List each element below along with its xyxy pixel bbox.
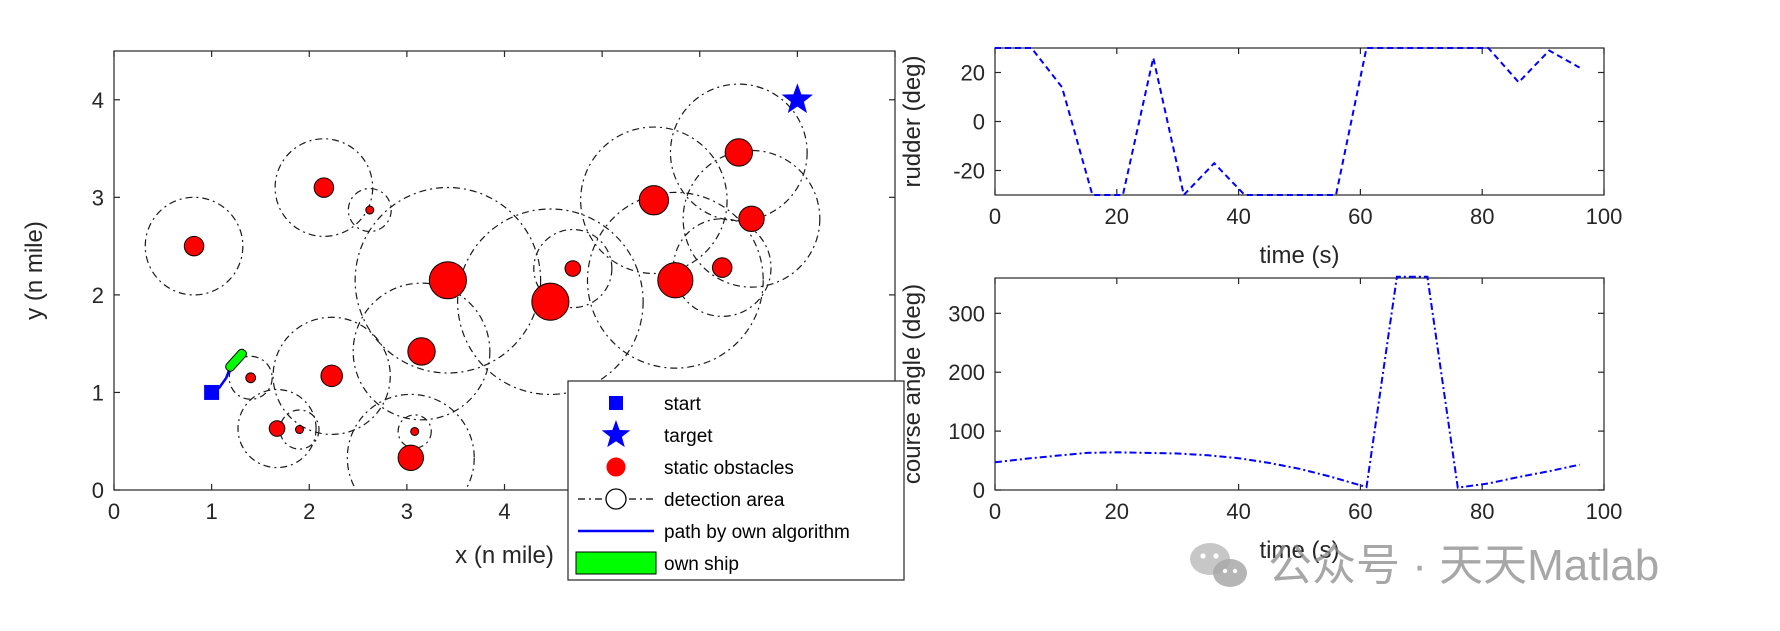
detection-area-circle [274,138,374,237]
detection-area-circle [347,187,392,233]
map-x-tick-label: 1 [206,499,218,524]
rudder-x-tick-label: 60 [1348,204,1372,229]
rudder-y-tick-label: 20 [961,61,985,86]
course-x-tick-label: 0 [989,499,1001,524]
watermark: 公众号 · 天天Matlab [1190,541,1659,590]
detection-area-circle [279,409,320,450]
detection-area-circle [586,191,764,369]
course-y-tick-label: 200 [948,360,985,385]
legend-detection-symbol [605,488,627,510]
watermark-text: 公众号 · 天天Matlab [1268,541,1659,590]
rudder-y-axis-label: rudder (deg) [899,55,926,187]
legend-own-ship-symbol [575,551,657,575]
detection-area-circle [346,393,475,490]
course-x-axis-label: time (s) [1260,537,1340,564]
legend-entry-label: target [664,426,713,447]
map-y-tick-label: 1 [92,380,104,405]
legend-entry-label: start [664,394,702,415]
static-obstacle [320,364,343,388]
target-marker [781,83,813,114]
detection-area-circle [352,282,491,421]
map-y-tick-label: 2 [92,283,104,308]
static-obstacle [410,426,420,436]
rudder-x-axis-label: time (s) [1260,242,1340,269]
detection-area-circle [397,414,432,449]
static-obstacle [268,420,286,437]
map-x-tick-label: 4 [498,499,510,524]
detection-area-circle [457,208,644,396]
legend: start target static obstacles detection are… [567,380,905,581]
static-obstacle [294,425,304,435]
legend-entry-label: static obstacles [664,458,794,479]
static-obstacle [711,257,733,278]
legend-start-symbol [609,396,623,410]
legend-target-symbol [601,420,631,448]
course-x-tick-label: 60 [1348,499,1372,524]
rudder-x-tick-label: 100 [1586,204,1623,229]
own-ship-marker [225,348,247,372]
detection-area-circle [144,196,244,296]
rudder-x-tick-label: 0 [989,204,1001,229]
legend-entry-label: path by own algorithm [664,522,850,543]
legend-entry-label: detection area [664,490,785,511]
map-x-tick-label: 0 [108,499,120,524]
course-x-tick-label: 20 [1105,499,1129,524]
map-y-axis-label: y (n mile) [21,221,48,320]
static-obstacle [397,444,424,471]
map-y-tick-label: 0 [92,478,104,503]
rudder-plot-frame [994,47,1605,196]
static-obstacle [638,185,670,216]
course-x-tick-label: 100 [1586,499,1623,524]
map-y-tick-label: 4 [92,88,104,113]
rudder-x-tick-label: 20 [1105,204,1129,229]
static-obstacle [183,235,205,257]
static-obstacle [657,262,694,299]
course-y-tick-label: 300 [948,301,985,326]
legend-entry-label: own ship [664,554,739,575]
map-y-tick-label: 3 [92,185,104,210]
detection-area-circle [682,149,821,288]
detection-area-circle [354,186,542,374]
rudder-y-tick-label: -20 [953,159,985,184]
course-x-tick-label: 40 [1226,499,1250,524]
course-y-tick-label: 100 [948,419,985,444]
static-obstacle [313,177,335,198]
detection-area-circle [533,228,613,309]
static-obstacle [428,261,467,300]
map-x-axis-label: x (n mile) [455,542,554,569]
map-plot-area [144,83,821,490]
legend-obstacle-symbol [606,457,626,477]
static-obstacle [564,260,582,277]
obstacle-map-axes: 01234567801234x (n mile)y (n mile) [21,50,901,569]
static-obstacle [407,337,436,366]
rudder-x-tick-label: 80 [1470,204,1494,229]
detection-area-circle [272,316,391,436]
legend-box [567,380,905,581]
start-marker [204,384,220,400]
detection-area-circle [237,388,317,469]
wechat-icon [1190,543,1247,587]
static-obstacle [245,372,257,384]
rudder-y-tick-label: 0 [973,110,985,135]
static-obstacle [738,205,765,232]
course-angle-series-line [994,275,1580,489]
course-plot-frame [994,277,1605,491]
rudder-x-tick-label: 40 [1226,204,1250,229]
static-obstacle [724,138,753,167]
static-obstacle [365,205,375,215]
course-x-tick-label: 80 [1470,499,1494,524]
map-x-tick-label: 2 [303,499,315,524]
detection-area-circle [580,126,728,275]
static-obstacle [531,282,570,321]
detection-area-circle [228,355,273,400]
rudder-series-line [995,47,1581,198]
map-x-tick-label: 3 [401,499,413,524]
course-y-tick-label: 0 [973,478,985,503]
